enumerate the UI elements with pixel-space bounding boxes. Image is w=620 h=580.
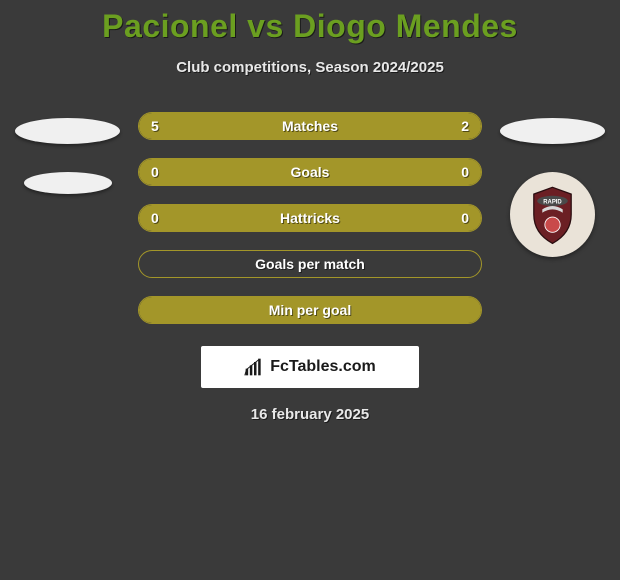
bar-right-value: 0 (461, 210, 469, 226)
footer-brand-text: FcTables.com (270, 358, 376, 376)
bar-right-value: 0 (461, 164, 469, 180)
right-badge-column: RAPID (500, 112, 605, 257)
bar-label: Goals (139, 164, 481, 180)
bar-label: Hattricks (139, 210, 481, 226)
right-ellipse-0 (500, 118, 605, 144)
left-ellipse-1 (24, 172, 112, 194)
bar-label: Goals per match (139, 256, 481, 272)
bar-chart-icon (244, 357, 264, 377)
bar-right-value: 2 (461, 118, 469, 134)
bar-label: Min per goal (139, 302, 481, 318)
svg-text:RAPID: RAPID (543, 199, 562, 205)
left-badge-column (15, 112, 120, 194)
subtitle: Club competitions, Season 2024/2025 (0, 59, 620, 76)
bar-label: Matches (139, 118, 481, 134)
page-title: Pacionel vs Diogo Mendes (0, 8, 620, 45)
stat-bars: 5Matches20Goals00Hattricks0Goals per mat… (138, 112, 482, 324)
stat-bar-matches: 5Matches2 (138, 112, 482, 140)
content-row: 5Matches20Goals00Hattricks0Goals per mat… (0, 112, 620, 324)
stat-bar-hattricks: 0Hattricks0 (138, 204, 482, 232)
right-club-badge: RAPID (510, 172, 595, 257)
left-ellipse-0 (15, 118, 120, 144)
stat-bar-min-per-goal: Min per goal (138, 296, 482, 324)
stat-bar-goals: 0Goals0 (138, 158, 482, 186)
comparison-infographic: Pacionel vs Diogo Mendes Club competitio… (0, 0, 620, 423)
footer-logo: FcTables.com (201, 346, 419, 388)
date-text: 16 february 2025 (0, 406, 620, 423)
stat-bar-goals-per-match: Goals per match (138, 250, 482, 278)
